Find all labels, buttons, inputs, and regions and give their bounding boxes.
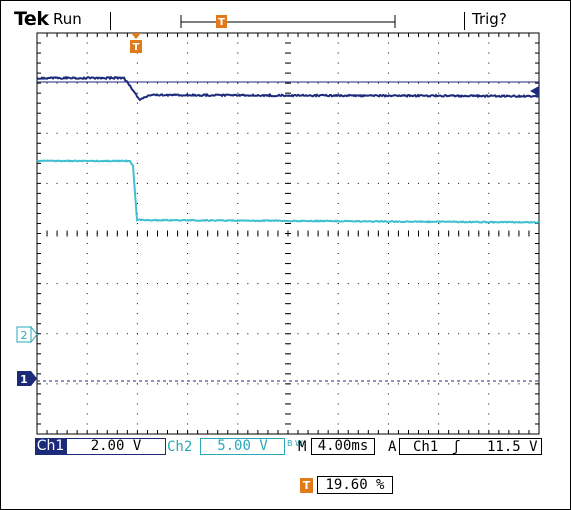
svg-text:1: 1 bbox=[20, 373, 28, 386]
ch1-vertical-scale[interactable]: 2.00 V bbox=[66, 438, 166, 455]
horizontal-position-icon: T bbox=[300, 478, 313, 493]
record-view-bracket bbox=[181, 15, 395, 28]
ch2-label[interactable]: Ch2 bbox=[167, 439, 192, 455]
trigger-mode: A bbox=[388, 439, 396, 455]
ch1-marker-icon[interactable]: 1 bbox=[17, 371, 37, 386]
ch2-marker-icon[interactable]: 2 bbox=[17, 327, 37, 342]
trigger-level-arrow-icon[interactable] bbox=[530, 86, 539, 96]
timebase-main-label: M bbox=[298, 439, 306, 455]
trigger-source: Ch1 bbox=[413, 439, 438, 455]
ch1-waveform bbox=[37, 77, 539, 100]
record-trigger-icon: T bbox=[216, 15, 227, 28]
trigger-level: 11.5 V bbox=[487, 439, 538, 455]
trigger-position-icon[interactable]: T bbox=[130, 33, 142, 53]
svg-text:T: T bbox=[133, 42, 140, 53]
horizontal-position-value[interactable]: 19.60 % bbox=[317, 476, 393, 494]
trigger-slope-icon: ʃ bbox=[452, 439, 460, 455]
timebase-scale[interactable]: 4.00ms bbox=[311, 438, 375, 455]
svg-text:T: T bbox=[218, 17, 225, 28]
ch2-vertical-scale[interactable]: 5.00 V bbox=[200, 438, 285, 455]
svg-text:2: 2 bbox=[21, 329, 28, 342]
ch1-label[interactable]: Ch1 bbox=[35, 438, 66, 455]
graticule-grid bbox=[37, 33, 540, 435]
